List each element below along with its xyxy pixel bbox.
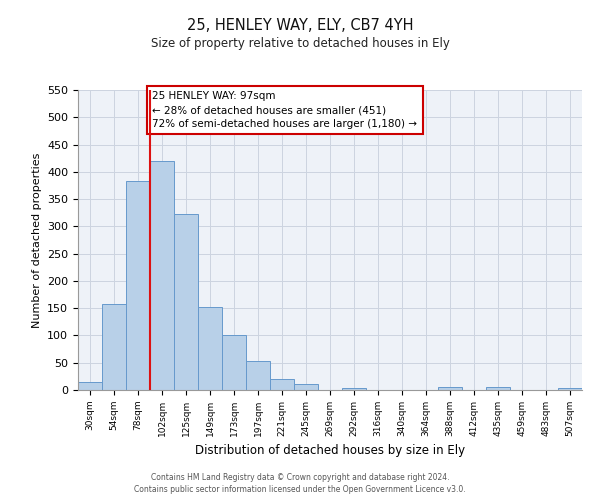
Bar <box>342 388 366 390</box>
Text: 25, HENLEY WAY, ELY, CB7 4YH: 25, HENLEY WAY, ELY, CB7 4YH <box>187 18 413 32</box>
Text: Size of property relative to detached houses in Ely: Size of property relative to detached ho… <box>151 38 449 51</box>
Bar <box>78 382 102 390</box>
Bar <box>486 388 510 390</box>
Bar <box>246 360 270 390</box>
Bar <box>174 214 198 390</box>
Bar <box>438 388 462 390</box>
Bar <box>294 384 318 390</box>
Text: Contains public sector information licensed under the Open Government Licence v3: Contains public sector information licen… <box>134 485 466 494</box>
Bar <box>198 306 222 390</box>
Text: Contains HM Land Registry data © Crown copyright and database right 2024.: Contains HM Land Registry data © Crown c… <box>151 472 449 482</box>
Bar <box>102 304 126 390</box>
Bar <box>150 161 174 390</box>
Y-axis label: Number of detached properties: Number of detached properties <box>32 152 41 328</box>
X-axis label: Distribution of detached houses by size in Ely: Distribution of detached houses by size … <box>195 444 465 458</box>
Bar <box>126 181 150 390</box>
Bar <box>270 379 294 390</box>
Bar <box>558 388 582 390</box>
Text: 25 HENLEY WAY: 97sqm
← 28% of detached houses are smaller (451)
72% of semi-deta: 25 HENLEY WAY: 97sqm ← 28% of detached h… <box>152 91 418 129</box>
Bar <box>222 336 246 390</box>
